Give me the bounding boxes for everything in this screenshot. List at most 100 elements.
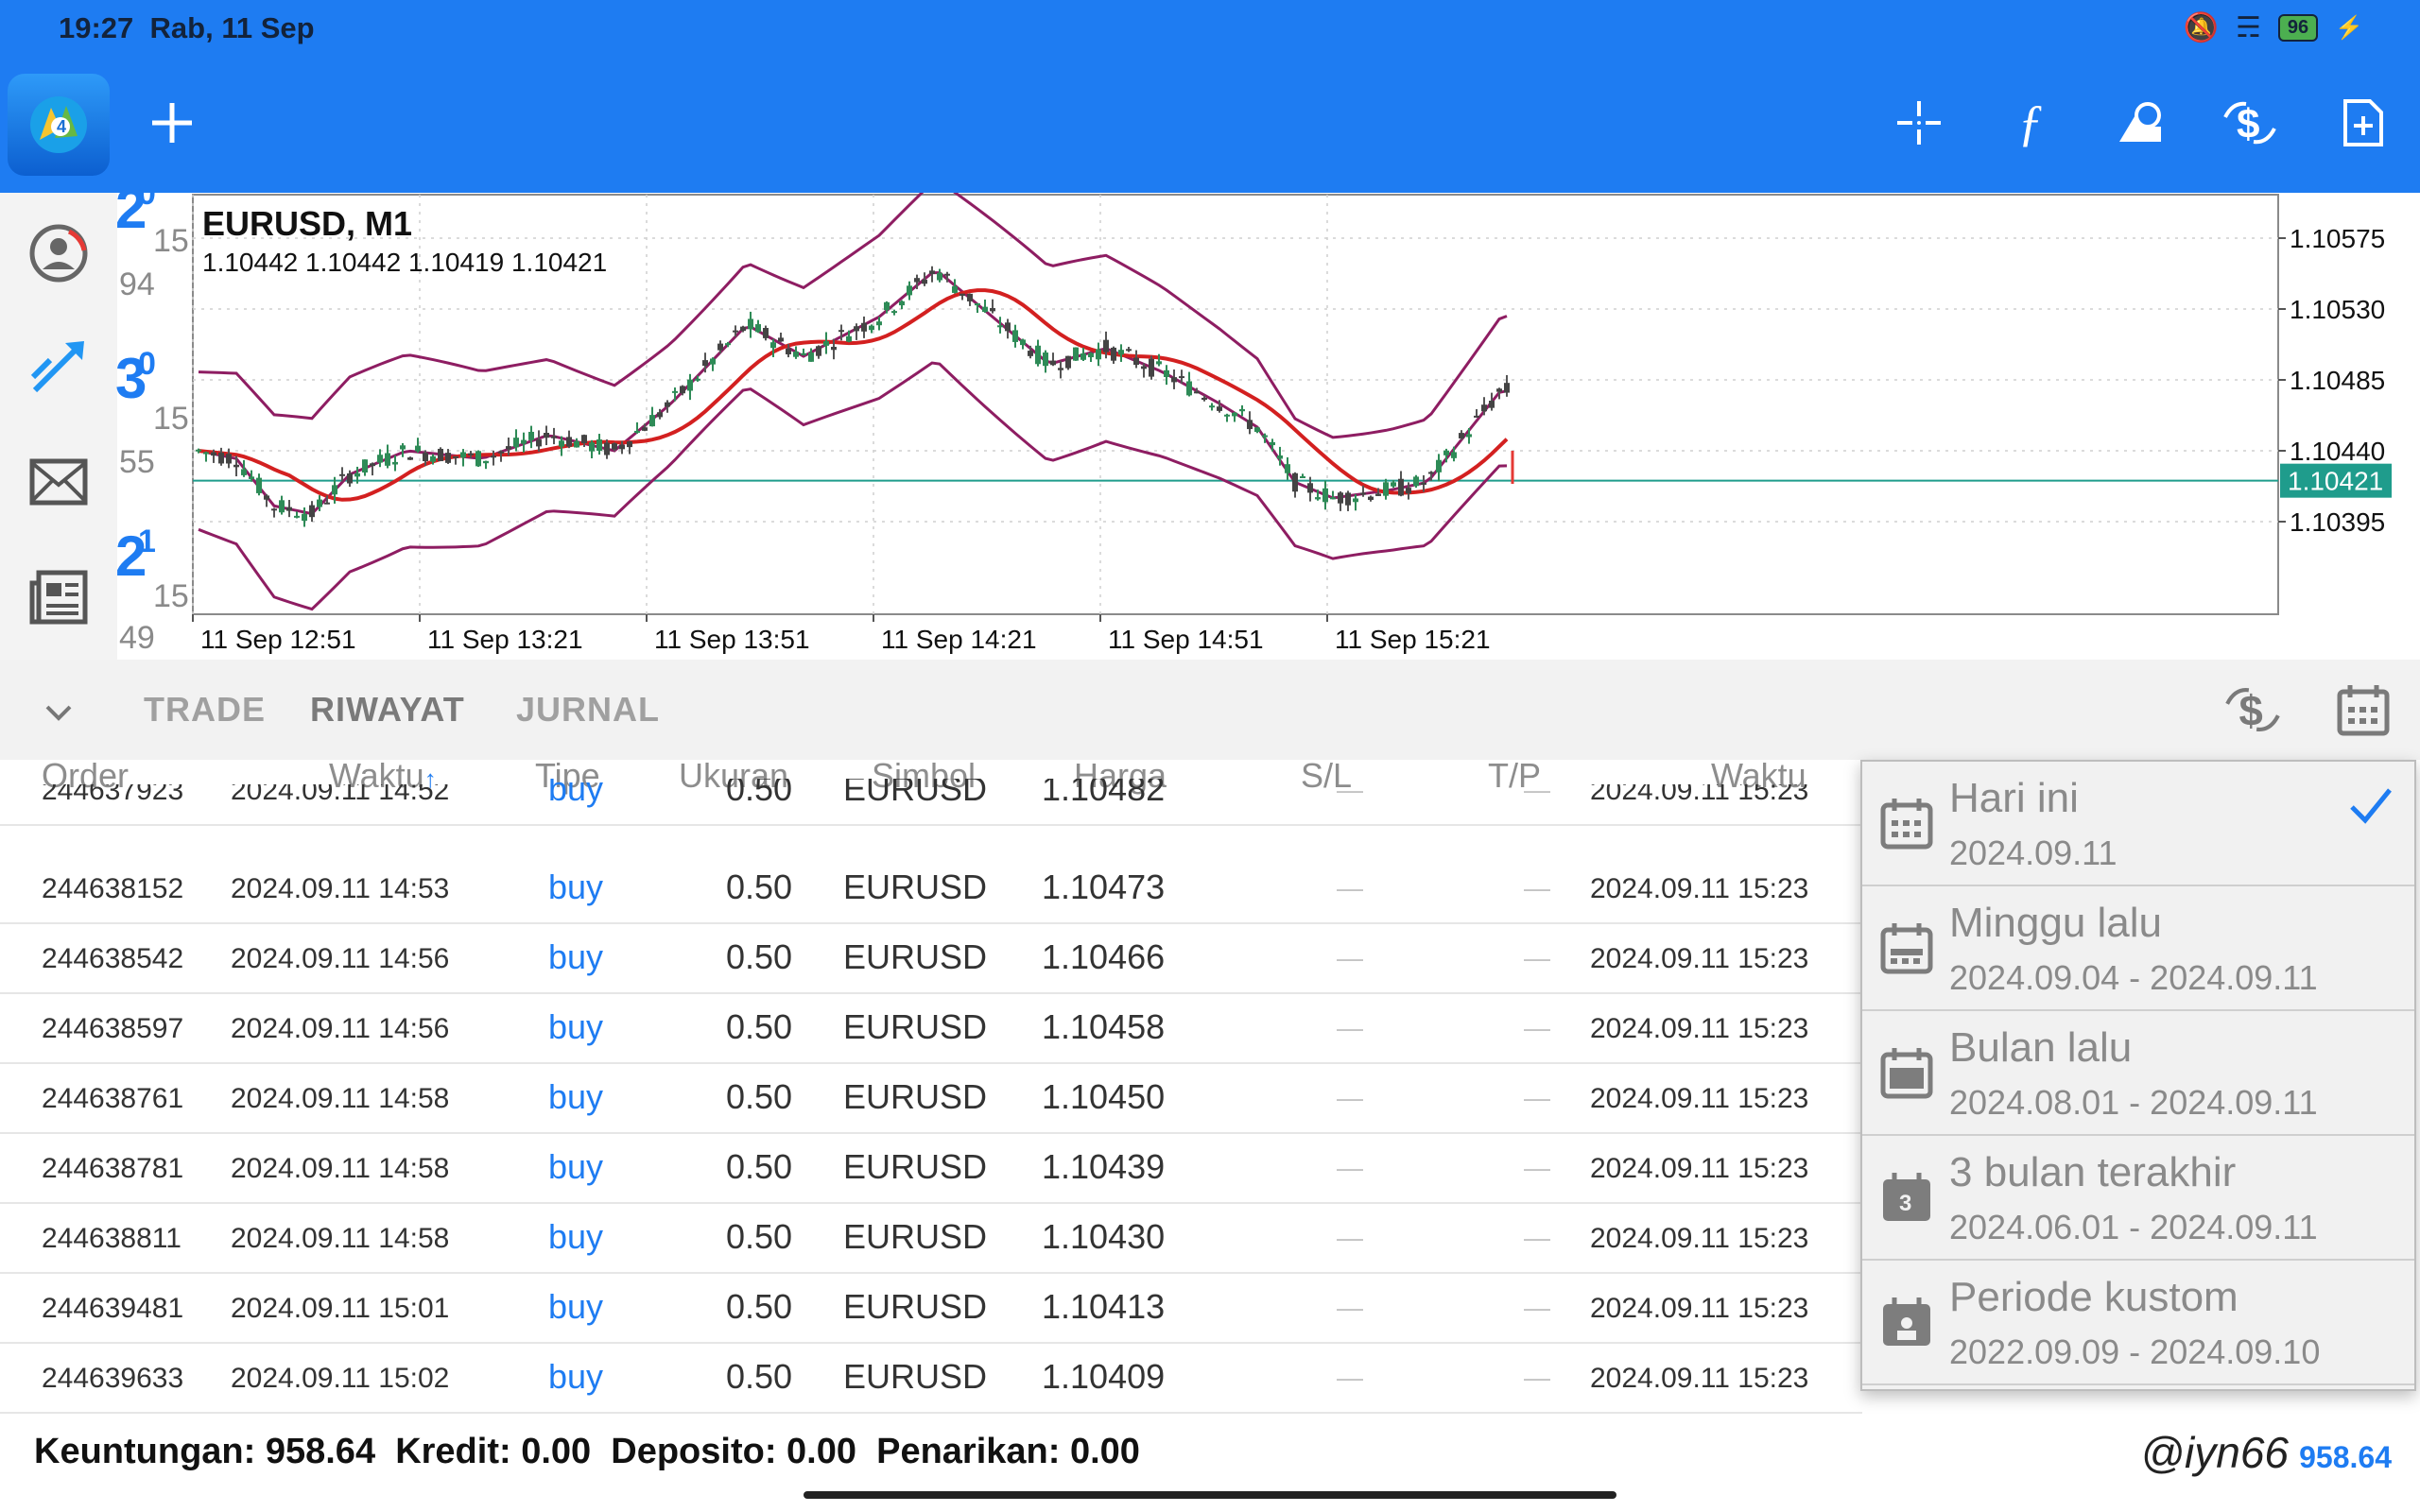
mail-icon[interactable] [21, 444, 96, 520]
ghost-digit: 49 [119, 620, 155, 656]
period-range: 2024.06.01 - 2024.09.11 [1949, 1208, 2318, 1246]
col-size[interactable]: Ukuran [679, 756, 789, 795]
candle-body [612, 443, 617, 450]
table-row[interactable]: 244639481 2024.09.11 15:01 buy 0.50 EURUSD 1.… [0, 1274, 1862, 1344]
table-row[interactable]: 244638811 2024.09.11 14:58 buy 0.50 EURUSD 1.… [0, 1204, 1862, 1274]
news-icon[interactable] [21, 559, 96, 635]
period-item[interactable]: Periode kustom 2022.09.09 - 2024.09.10 [1862, 1261, 2414, 1385]
candle-body [1201, 397, 1207, 401]
candle-body [1353, 498, 1358, 503]
symbol-cell: EURUSD [843, 1217, 988, 1256]
price-chart[interactable]: 1.10575 1.10530 1.10485 1.10440 1.10395 11 Se… [117, 193, 2420, 660]
close-time-cell: 2024.09.11 15:23 [1590, 943, 1809, 974]
candle-body [1194, 391, 1200, 394]
quotes-icon[interactable] [21, 215, 96, 291]
collapse-chevron-icon[interactable] [42, 696, 76, 734]
history-dollar-icon[interactable]: $ [2223, 682, 2282, 742]
candle-body [1156, 361, 1162, 365]
trade-dollar-icon[interactable]: $ [2210, 83, 2290, 163]
table-row[interactable]: 244637923 2024.09.11 14:52 buy 0.50 EURUSD 1.… [0, 756, 1862, 826]
app-logo[interactable]: 4 [8, 74, 110, 176]
candle-body [649, 415, 655, 427]
table-row[interactable]: 244638781 2024.09.11 14:58 buy 0.50 EURUSD 1.… [0, 1134, 1862, 1204]
tab-history[interactable]: RIWAYAT [310, 690, 465, 729]
new-order-icon[interactable] [2324, 83, 2403, 163]
table-row[interactable]: 244638597 2024.09.11 14:56 buy 0.50 EURUSD 1.… [0, 994, 1862, 1064]
time-tick-label: 11 Sep 14:51 [1108, 625, 1264, 654]
col-order[interactable]: Order [42, 756, 130, 795]
candle-body [808, 352, 814, 362]
candle-body [1171, 377, 1177, 383]
candle-body [392, 461, 398, 465]
period-item[interactable]: Hari ini 2024.09.11 [1862, 762, 2414, 886]
candle-body [1005, 322, 1011, 332]
calendar-icon[interactable] [2337, 682, 2390, 742]
table-row[interactable]: 244638761 2024.09.11 14:58 buy 0.50 EURUSD 1.… [0, 1064, 1862, 1134]
chart-area[interactable]: 1.10575 1.10530 1.10485 1.10440 1.10395 11 Se… [117, 193, 2420, 660]
sl-cell: — [1337, 1363, 1363, 1392]
price-tick-label: 1.10395 [2290, 507, 2385, 537]
period-item[interactable]: Minggu lalu 2024.09.04 - 2024.09.11 [1862, 886, 2414, 1011]
symbol-cell: EURUSD [843, 769, 988, 808]
period-range: 2024.09.04 - 2024.09.11 [1949, 958, 2318, 997]
price-cell: 1.10450 [1042, 1077, 1166, 1116]
type-cell: buy [548, 1217, 604, 1256]
table-row[interactable]: 244639633 2024.09.11 15:02 buy 0.50 EURUSD 1.… [0, 1344, 1862, 1414]
status-icons: 🔕 ☴ 96 ⚡ [2184, 11, 2363, 44]
candle-body [959, 293, 965, 296]
period-item[interactable]: 3 3 bulan terakhir 2024.06.01 - 2024.09.11 [1862, 1136, 2414, 1261]
plus-icon[interactable] [132, 83, 212, 163]
table-row[interactable]: 244638152 2024.09.11 14:53 buy 0.50 EURUSD 1.… [0, 854, 1862, 924]
svg-text:$: $ [2239, 687, 2263, 735]
candle-body [680, 386, 685, 394]
period-item[interactable]: Bulan lalu 2024.08.01 - 2024.09.11 [1862, 1011, 2414, 1136]
col-tp[interactable]: T/P [1488, 756, 1542, 795]
candle-body [627, 441, 632, 448]
candle-body [604, 442, 610, 455]
candle-body [581, 435, 587, 444]
candle-body [937, 272, 942, 281]
candle-body [1474, 415, 1479, 418]
col-time[interactable]: Waktu↑ [329, 756, 437, 795]
tab-journal[interactable]: JURNAL [516, 690, 661, 729]
crosshair-icon[interactable] [1879, 83, 1959, 163]
objects-icon[interactable] [2100, 83, 2180, 163]
ghost-digit: 1 [138, 524, 156, 559]
close-time-cell: 2024.09.11 15:23 [1590, 1013, 1809, 1044]
symbol-cell: EURUSD [843, 937, 988, 976]
time-tick-label: 11 Sep 13:51 [654, 625, 810, 654]
tab-trade[interactable]: TRADE [144, 690, 266, 729]
candle-body [1239, 408, 1245, 412]
panel-tabs [0, 660, 2420, 760]
symbol-cell: EURUSD [843, 1147, 988, 1186]
calendar-week-icon [1879, 920, 1934, 975]
bollinger-upper-band [198, 193, 1508, 439]
trade-arrows-icon[interactable] [21, 329, 96, 404]
candle-body [1035, 345, 1041, 365]
open-time-cell: 2024.09.11 14:52 [231, 775, 450, 806]
symbol-cell: EURUSD [843, 1007, 988, 1046]
indicator-f-icon[interactable]: ƒ [2017, 94, 2044, 151]
candle-body [876, 321, 882, 326]
candle-body [786, 348, 791, 354]
candle-body [922, 280, 927, 284]
col-symbol[interactable]: Simbol [872, 756, 977, 795]
svg-text:4: 4 [57, 117, 66, 136]
open-time-cell: 2024.09.11 14:58 [231, 1153, 450, 1184]
period-title: Hari ini [1949, 775, 2079, 821]
candle-body [513, 438, 519, 448]
table-row[interactable]: 244638542 2024.09.11 14:56 buy 0.50 EURUSD 1.… [0, 924, 1862, 994]
candle-body [241, 469, 247, 475]
col-sl[interactable]: S/L [1301, 756, 1353, 795]
candle-body [1436, 459, 1442, 472]
candle-body [1088, 352, 1094, 358]
metatrader-logo-icon: 4 [30, 96, 87, 153]
price-cell: 1.10482 [1042, 769, 1166, 808]
candle-body [1413, 476, 1419, 487]
col-close-time[interactable]: Waktu [1711, 756, 1806, 795]
home-indicator[interactable] [804, 1491, 1616, 1499]
col-type[interactable]: Tipe [535, 756, 600, 795]
ghost-digit: 0 [138, 176, 156, 212]
candle-body [793, 352, 799, 357]
col-price[interactable]: Harga [1074, 756, 1167, 795]
